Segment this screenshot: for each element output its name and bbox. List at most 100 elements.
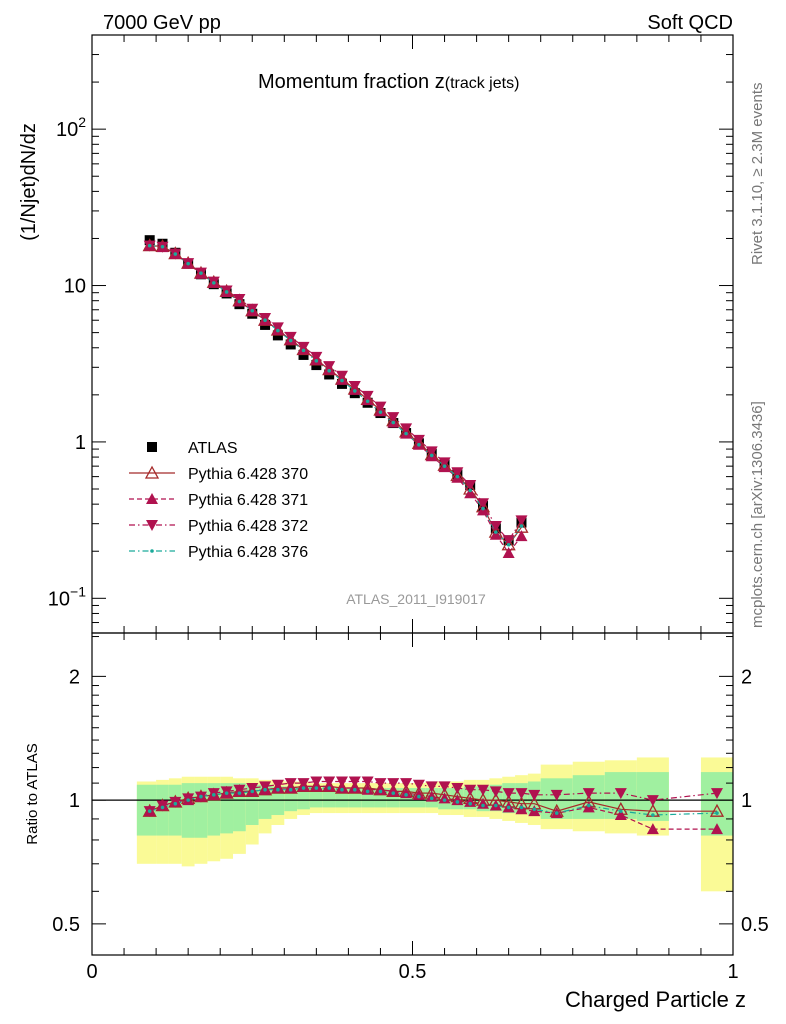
ratio-series-2-point bbox=[348, 776, 361, 788]
main-series-3-point bbox=[310, 351, 323, 363]
main-series-3-point bbox=[400, 423, 413, 435]
ratio-series-2-point bbox=[528, 789, 541, 801]
main-series-2-point bbox=[502, 546, 515, 558]
ratio-series-2-point bbox=[259, 781, 272, 793]
ratio-ylabel: Ratio to ATLAS bbox=[24, 743, 41, 844]
main-ytick-label: 1 bbox=[75, 432, 86, 454]
main-series-4-point bbox=[442, 464, 447, 468]
main-series-3-point bbox=[323, 361, 336, 373]
main-series-4-point bbox=[340, 378, 344, 383]
main-series-3-point bbox=[348, 380, 361, 392]
ratio-series-2-point bbox=[412, 779, 425, 791]
ratio-series-3-point bbox=[455, 800, 460, 804]
main-series-3-point bbox=[489, 520, 502, 532]
main-series-3-point bbox=[284, 331, 297, 343]
ratio-series-1-point bbox=[348, 782, 361, 794]
ratio-series-3-point bbox=[468, 801, 472, 806]
main-series-4-point bbox=[160, 244, 165, 249]
main-series-3-point bbox=[515, 515, 528, 527]
ratio-ytick-label-left: 1 bbox=[69, 790, 80, 812]
header-right: Soft QCD bbox=[647, 12, 733, 34]
ratio-series-2-point bbox=[582, 788, 595, 800]
ratio-series-3-point bbox=[506, 805, 511, 810]
ratio-series-2-point bbox=[451, 783, 464, 795]
ratio-ytick-label-left: 0.5 bbox=[52, 914, 80, 936]
ratio-series-2-point bbox=[271, 779, 284, 791]
ratio-series-2-point bbox=[297, 778, 310, 790]
ratio-series-3-point bbox=[147, 809, 152, 813]
uncertainty-band-inner bbox=[168, 784, 182, 836]
ratio-series-3-point bbox=[651, 813, 655, 817]
ratio-series-1-point bbox=[412, 788, 425, 800]
ratio-series-3-point bbox=[250, 789, 255, 794]
main-series-4-point bbox=[455, 474, 460, 479]
mcplots-label: mcplots.cern.ch [arXiv:1306.3436] bbox=[749, 401, 766, 628]
ratio-series-2-point bbox=[323, 776, 336, 788]
ratio-series-2-point bbox=[335, 776, 348, 788]
main-series-4-point bbox=[288, 338, 293, 343]
main-ytick-label: 10−1 bbox=[48, 583, 86, 610]
ratio-ytick-label-right: 0.5 bbox=[741, 914, 769, 936]
main-series-4-point bbox=[263, 318, 267, 323]
main-series-3-point bbox=[451, 467, 464, 479]
ratio-series-2-point bbox=[477, 784, 490, 796]
x-tick-label: 0 bbox=[86, 961, 97, 983]
main-series-3-point bbox=[374, 401, 387, 413]
ratio-series-2-point bbox=[387, 778, 400, 790]
main-series-4-point bbox=[327, 368, 331, 373]
main-series-3-point bbox=[464, 480, 477, 492]
ratio-series-1-point bbox=[710, 823, 723, 835]
ratio-series-3-point bbox=[314, 786, 319, 790]
ratio-series-3-point bbox=[586, 803, 591, 808]
main-series-3-point bbox=[387, 412, 400, 424]
ratio-series-2-point bbox=[489, 786, 502, 798]
legend-marker bbox=[146, 493, 158, 504]
ratio-series-3-point bbox=[211, 793, 216, 797]
ratio-series-1-point bbox=[464, 795, 477, 807]
ratio-series-2-point bbox=[550, 789, 563, 801]
ratio-series-2-point bbox=[646, 795, 659, 807]
ratio-series-3-point bbox=[263, 787, 267, 792]
ratio-series-1-point bbox=[335, 782, 348, 794]
x-axis-label: Charged Particle z bbox=[565, 987, 746, 1012]
ratio-series-3-point bbox=[365, 789, 370, 794]
ratio-series-3-point bbox=[173, 801, 178, 806]
ratio-series-3-point bbox=[378, 789, 383, 794]
main-series-3-point bbox=[425, 446, 438, 458]
main-series-4-point bbox=[250, 308, 255, 313]
ratio-series-3-point bbox=[288, 787, 293, 792]
main-series-3-point bbox=[335, 370, 348, 382]
ratio-series-2-point bbox=[400, 778, 413, 790]
legend-label: Pythia 6.428 370 bbox=[188, 466, 308, 483]
main-series-4-point bbox=[417, 442, 421, 447]
main-series-4-point bbox=[314, 359, 319, 363]
main-series-4-point bbox=[276, 328, 280, 333]
main-series-3-point bbox=[412, 434, 425, 446]
main-series-4-point bbox=[391, 420, 396, 425]
main-series-2-point bbox=[489, 528, 502, 540]
ratio-series-1-point bbox=[438, 792, 451, 804]
ratio-series-3-point bbox=[519, 805, 524, 810]
ratio-series-2-point bbox=[246, 783, 259, 795]
main-series-4-point bbox=[468, 488, 472, 493]
main-series-4-point bbox=[199, 271, 203, 275]
main-ytick-label: 10 bbox=[64, 276, 86, 298]
ratio-series-2-point bbox=[374, 778, 387, 790]
main-series-4-point bbox=[173, 252, 178, 256]
ratio-series-3-point bbox=[237, 791, 242, 795]
ratio-series-3-point bbox=[224, 791, 229, 795]
main-series-4-point bbox=[506, 542, 511, 547]
main-series-4-point bbox=[429, 453, 434, 458]
x-tick-label: 1 bbox=[727, 961, 738, 983]
main-series-4-point bbox=[481, 506, 485, 511]
ratio-series-3-point bbox=[442, 798, 447, 802]
ratio-series-3-point bbox=[532, 807, 537, 812]
ratio-series-3-point bbox=[276, 787, 280, 792]
main-series-4-point bbox=[211, 281, 216, 285]
main-series-4-point bbox=[519, 524, 524, 528]
main-title: Momentum fraction z(track jets) bbox=[258, 71, 519, 93]
x-tick-label: 0.5 bbox=[399, 961, 427, 983]
main-series-3-point bbox=[297, 341, 310, 353]
ratio-series-2-point bbox=[284, 778, 297, 790]
main-series-4-point bbox=[224, 290, 229, 294]
